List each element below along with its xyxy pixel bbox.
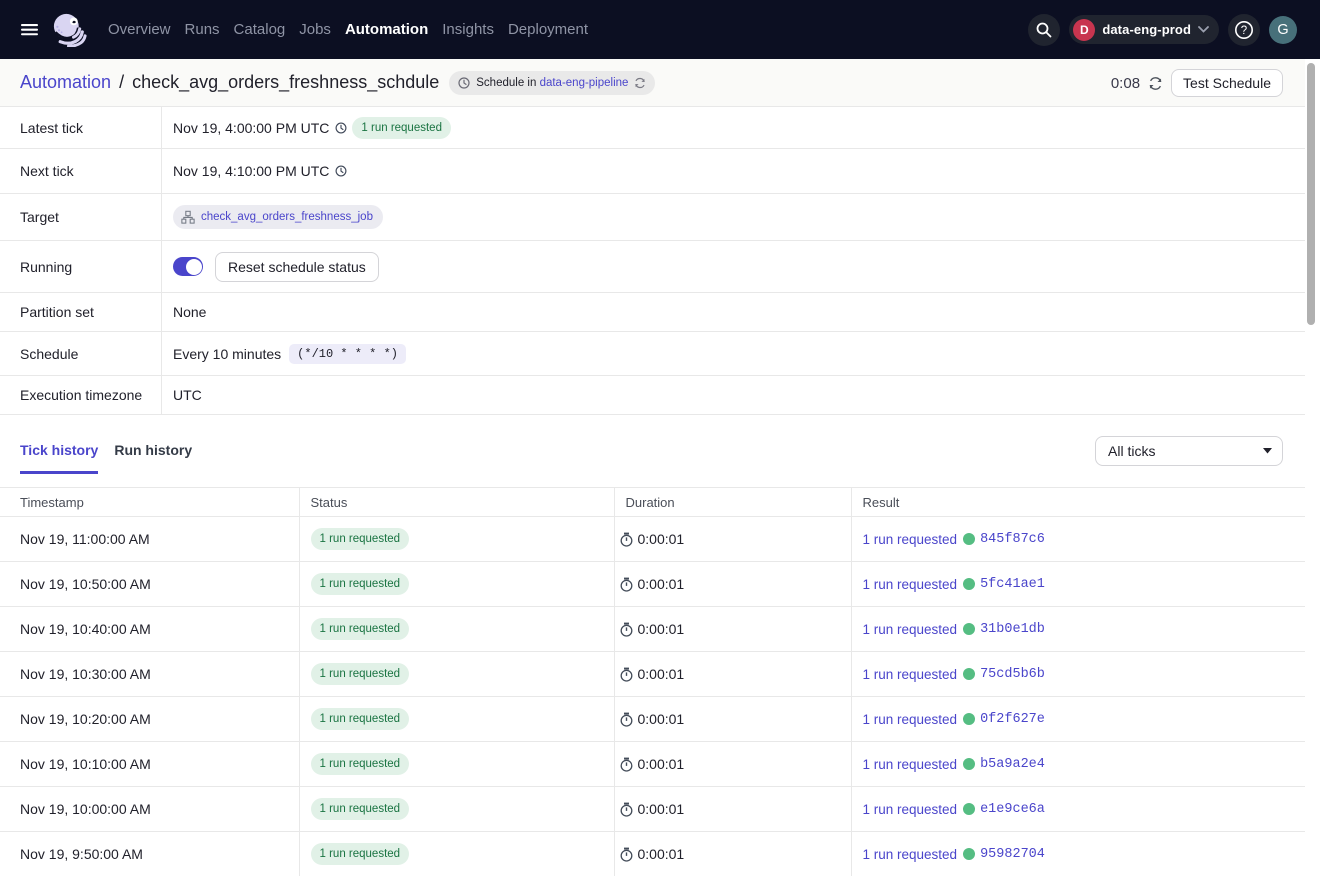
svg-text:?: ? [1241, 25, 1247, 37]
